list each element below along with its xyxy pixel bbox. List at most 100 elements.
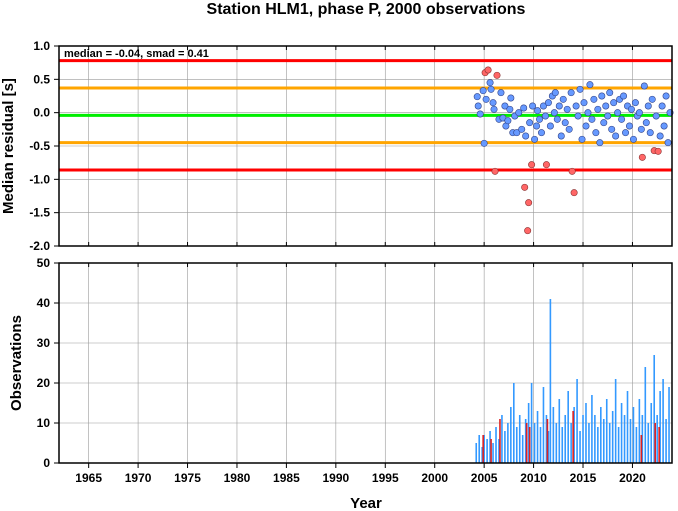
residual-point <box>539 102 547 110</box>
observation-outlier-bar <box>490 439 492 463</box>
residual-point <box>536 115 544 123</box>
observation-outlier-bar <box>546 419 549 463</box>
observation-outlier-bar <box>658 427 660 463</box>
residual-point <box>656 132 664 140</box>
observation-bar <box>545 415 548 463</box>
observation-bar <box>515 427 518 463</box>
residual-point <box>662 92 670 100</box>
residual-point <box>567 89 575 97</box>
observations-y-axis-label: Observations <box>8 315 25 411</box>
observation-outlier-bar <box>528 427 531 463</box>
observation-bar <box>641 415 644 463</box>
observation-outlier-bar <box>640 435 643 463</box>
observation-bar <box>614 379 617 463</box>
observation-bar <box>573 407 575 463</box>
observation-bar <box>635 427 638 463</box>
residual-point <box>578 135 586 143</box>
observations-y-tick-label: 50 <box>37 256 51 270</box>
residual-point <box>584 109 592 117</box>
observation-bar <box>478 435 481 463</box>
observation-bar <box>486 439 488 463</box>
observations-x-tick-label: 2010 <box>520 471 547 485</box>
observation-bar <box>591 395 593 463</box>
observation-bar <box>579 431 581 463</box>
residual-point <box>476 110 484 118</box>
observations-y-tick-label: 10 <box>37 416 51 430</box>
residual-point <box>497 89 505 97</box>
observations-x-tick-label: 1990 <box>322 471 349 485</box>
residual-point <box>620 92 628 100</box>
observation-bar <box>507 423 509 463</box>
observation-bar <box>597 427 599 463</box>
residual-point <box>596 139 604 147</box>
observation-bar <box>483 435 485 463</box>
observations-y-ticks: 0 10 20 30 40 50 <box>37 256 59 470</box>
observation-bar <box>608 423 611 463</box>
residual-point <box>537 129 545 137</box>
observation-bar <box>524 419 527 463</box>
residual-point <box>522 132 530 140</box>
residual-point <box>594 105 602 113</box>
observation-outlier-bar <box>525 423 528 463</box>
chart-title: Station HLM1, phase P, 2000 observations <box>207 1 526 18</box>
residual-point <box>489 99 497 107</box>
observation-bar <box>647 423 650 463</box>
residual-point <box>590 95 598 103</box>
residual-point <box>529 102 537 110</box>
residual-point <box>515 109 523 117</box>
observation-bar <box>617 427 620 463</box>
residual-point <box>637 125 645 133</box>
observation-bars <box>475 299 670 463</box>
residual-point <box>553 115 561 123</box>
residual-point <box>474 102 482 110</box>
residual-point <box>486 79 494 87</box>
residual-point <box>604 112 612 120</box>
observations-plot-area <box>59 263 672 463</box>
residual-point <box>586 81 594 89</box>
observation-bar <box>644 367 647 463</box>
residual-point <box>507 94 515 102</box>
residual-point <box>646 129 654 137</box>
observation-bar <box>495 427 497 463</box>
observation-bar <box>542 387 545 463</box>
observation-bar <box>623 415 626 463</box>
observation-bar <box>620 403 623 463</box>
residual-y-tick-label: -1.5 <box>29 206 50 220</box>
observation-bar <box>605 399 608 463</box>
observation-bar <box>536 411 539 463</box>
residual-point <box>602 102 610 110</box>
residual-point <box>482 95 490 103</box>
observation-bar <box>521 435 524 463</box>
observation-bar <box>600 407 602 463</box>
residual-point <box>480 139 488 147</box>
residual-outlier-point <box>638 153 646 161</box>
observations-x-tick-label: 2005 <box>471 471 498 485</box>
residual-point <box>582 122 590 130</box>
observations-x-tick-label: 2020 <box>619 471 646 485</box>
observation-bar <box>638 399 641 463</box>
observation-bar <box>626 391 629 463</box>
observation-outlier-bar <box>654 423 656 463</box>
residual-point <box>652 112 660 120</box>
residual-y-tick-label: 1.0 <box>33 39 50 53</box>
observation-bar <box>585 403 587 463</box>
observations-x-tick-label: 1970 <box>125 471 152 485</box>
residual-outlier-point <box>525 199 533 207</box>
residual-outlier-point <box>570 189 578 197</box>
residual-point <box>544 99 552 107</box>
observation-bar <box>492 443 494 463</box>
observations-x-tick-label: 1975 <box>174 471 201 485</box>
residual-point <box>479 87 487 95</box>
observation-bar <box>510 407 512 463</box>
observation-bar <box>602 419 605 463</box>
residual-point <box>534 107 542 115</box>
observation-bar <box>564 415 567 463</box>
observations-x-tick-label: 1995 <box>372 471 399 485</box>
residual-point <box>600 119 608 127</box>
residual-outlier-point <box>524 227 532 235</box>
residual-point <box>664 139 672 147</box>
observation-bar <box>533 423 536 463</box>
residual-point <box>559 95 567 103</box>
residual-point <box>648 95 656 103</box>
residual-point <box>533 122 541 130</box>
